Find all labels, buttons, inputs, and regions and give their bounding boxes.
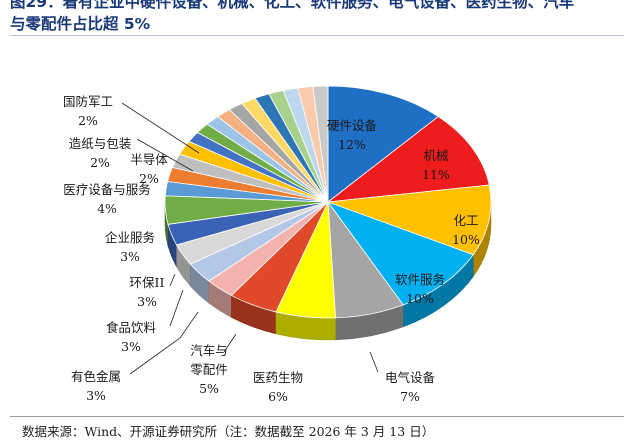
- slice-label-value-10: 3%: [120, 249, 140, 264]
- slice-label-name-11: 医疗设备与服务: [63, 182, 151, 197]
- slice-label-value-6: 5%: [199, 381, 219, 396]
- leader-line-8: [169, 289, 184, 327]
- slice-label-value-1: 11%: [422, 167, 450, 182]
- title-divider: [10, 35, 624, 36]
- slice-label-name-2-6: 零配件: [190, 362, 228, 377]
- slice-label-value-5: 6%: [268, 389, 288, 404]
- slice-label-value-14: 2%: [78, 113, 98, 128]
- leader-line-4: [369, 351, 379, 373]
- pie-slice-minor-26: [312, 85, 329, 203]
- slice-label-name-12: 造纸与包装: [69, 136, 132, 151]
- slice-label-value-0: 12%: [338, 137, 366, 152]
- slice-label-name-2: 化工: [453, 213, 478, 228]
- slice-label-name-3: 软件服务: [395, 272, 445, 287]
- pie-slice-软件服务: [326, 201, 474, 306]
- footer-divider: [10, 416, 624, 417]
- slice-label-name-4: 电气设备: [385, 370, 436, 385]
- pie-slice-机械: [326, 116, 490, 203]
- source-note: 数据来源：Wind、开源证券研究所（注：数据截至 2026 年 3 月 13 日…: [22, 424, 435, 439]
- slice-label-value-4: 7%: [400, 389, 420, 404]
- pie-slice-硬件设备: [327, 85, 439, 203]
- slice-label-value-11: 4%: [97, 201, 117, 216]
- slice-label-name-13: 半导体: [130, 152, 168, 167]
- slice-label-value-2: 10%: [452, 232, 480, 247]
- leader-line-12: [136, 138, 194, 172]
- figure-title-line-1: 图29：着有企业中硬件设备、机械、化工、软件服务、电气设备、医药生物、汽车: [10, 0, 575, 11]
- slice-label-name-1: 机械: [423, 148, 449, 163]
- figure-title-line-2: 与零配件占比超 5%: [10, 15, 151, 33]
- leader-line-9: [169, 273, 176, 287]
- slice-label-name-7: 有色金属: [71, 369, 121, 384]
- slice-label-value-9: 3%: [137, 294, 157, 309]
- slice-label-value-12: 2%: [90, 155, 110, 170]
- slice-label-name-10: 企业服务: [105, 230, 155, 245]
- pie-label-group: 硬件设备 12% 机械 11% 化工 10% 软件服务 10% 电气设备 7% 医药生物 6% 汽车与零…: [63, 94, 480, 404]
- pie-top-group: [164, 85, 492, 319]
- leader-line-14: [121, 102, 200, 154]
- slice-label-value-3: 10%: [406, 291, 434, 306]
- leader-line-7: [129, 311, 199, 375]
- slice-label-name-8: 食品饮料: [106, 320, 157, 335]
- slice-label-name-6: 汽车与: [190, 343, 228, 358]
- leader-line-6: [223, 333, 237, 353]
- slice-label-value-13: 2%: [139, 171, 159, 186]
- pie-side-group: [164, 201, 492, 341]
- slice-label-name-0: 硬件设备: [327, 118, 378, 133]
- slice-label-value-8: 3%: [121, 339, 141, 354]
- slice-label-name-9: 环保II: [130, 275, 165, 290]
- pie-slice-化工: [327, 184, 492, 256]
- slice-label-value-7: 3%: [86, 388, 106, 403]
- slice-label-name-14: 国防军工: [63, 94, 113, 109]
- slice-label-name-5: 医药生物: [253, 370, 303, 385]
